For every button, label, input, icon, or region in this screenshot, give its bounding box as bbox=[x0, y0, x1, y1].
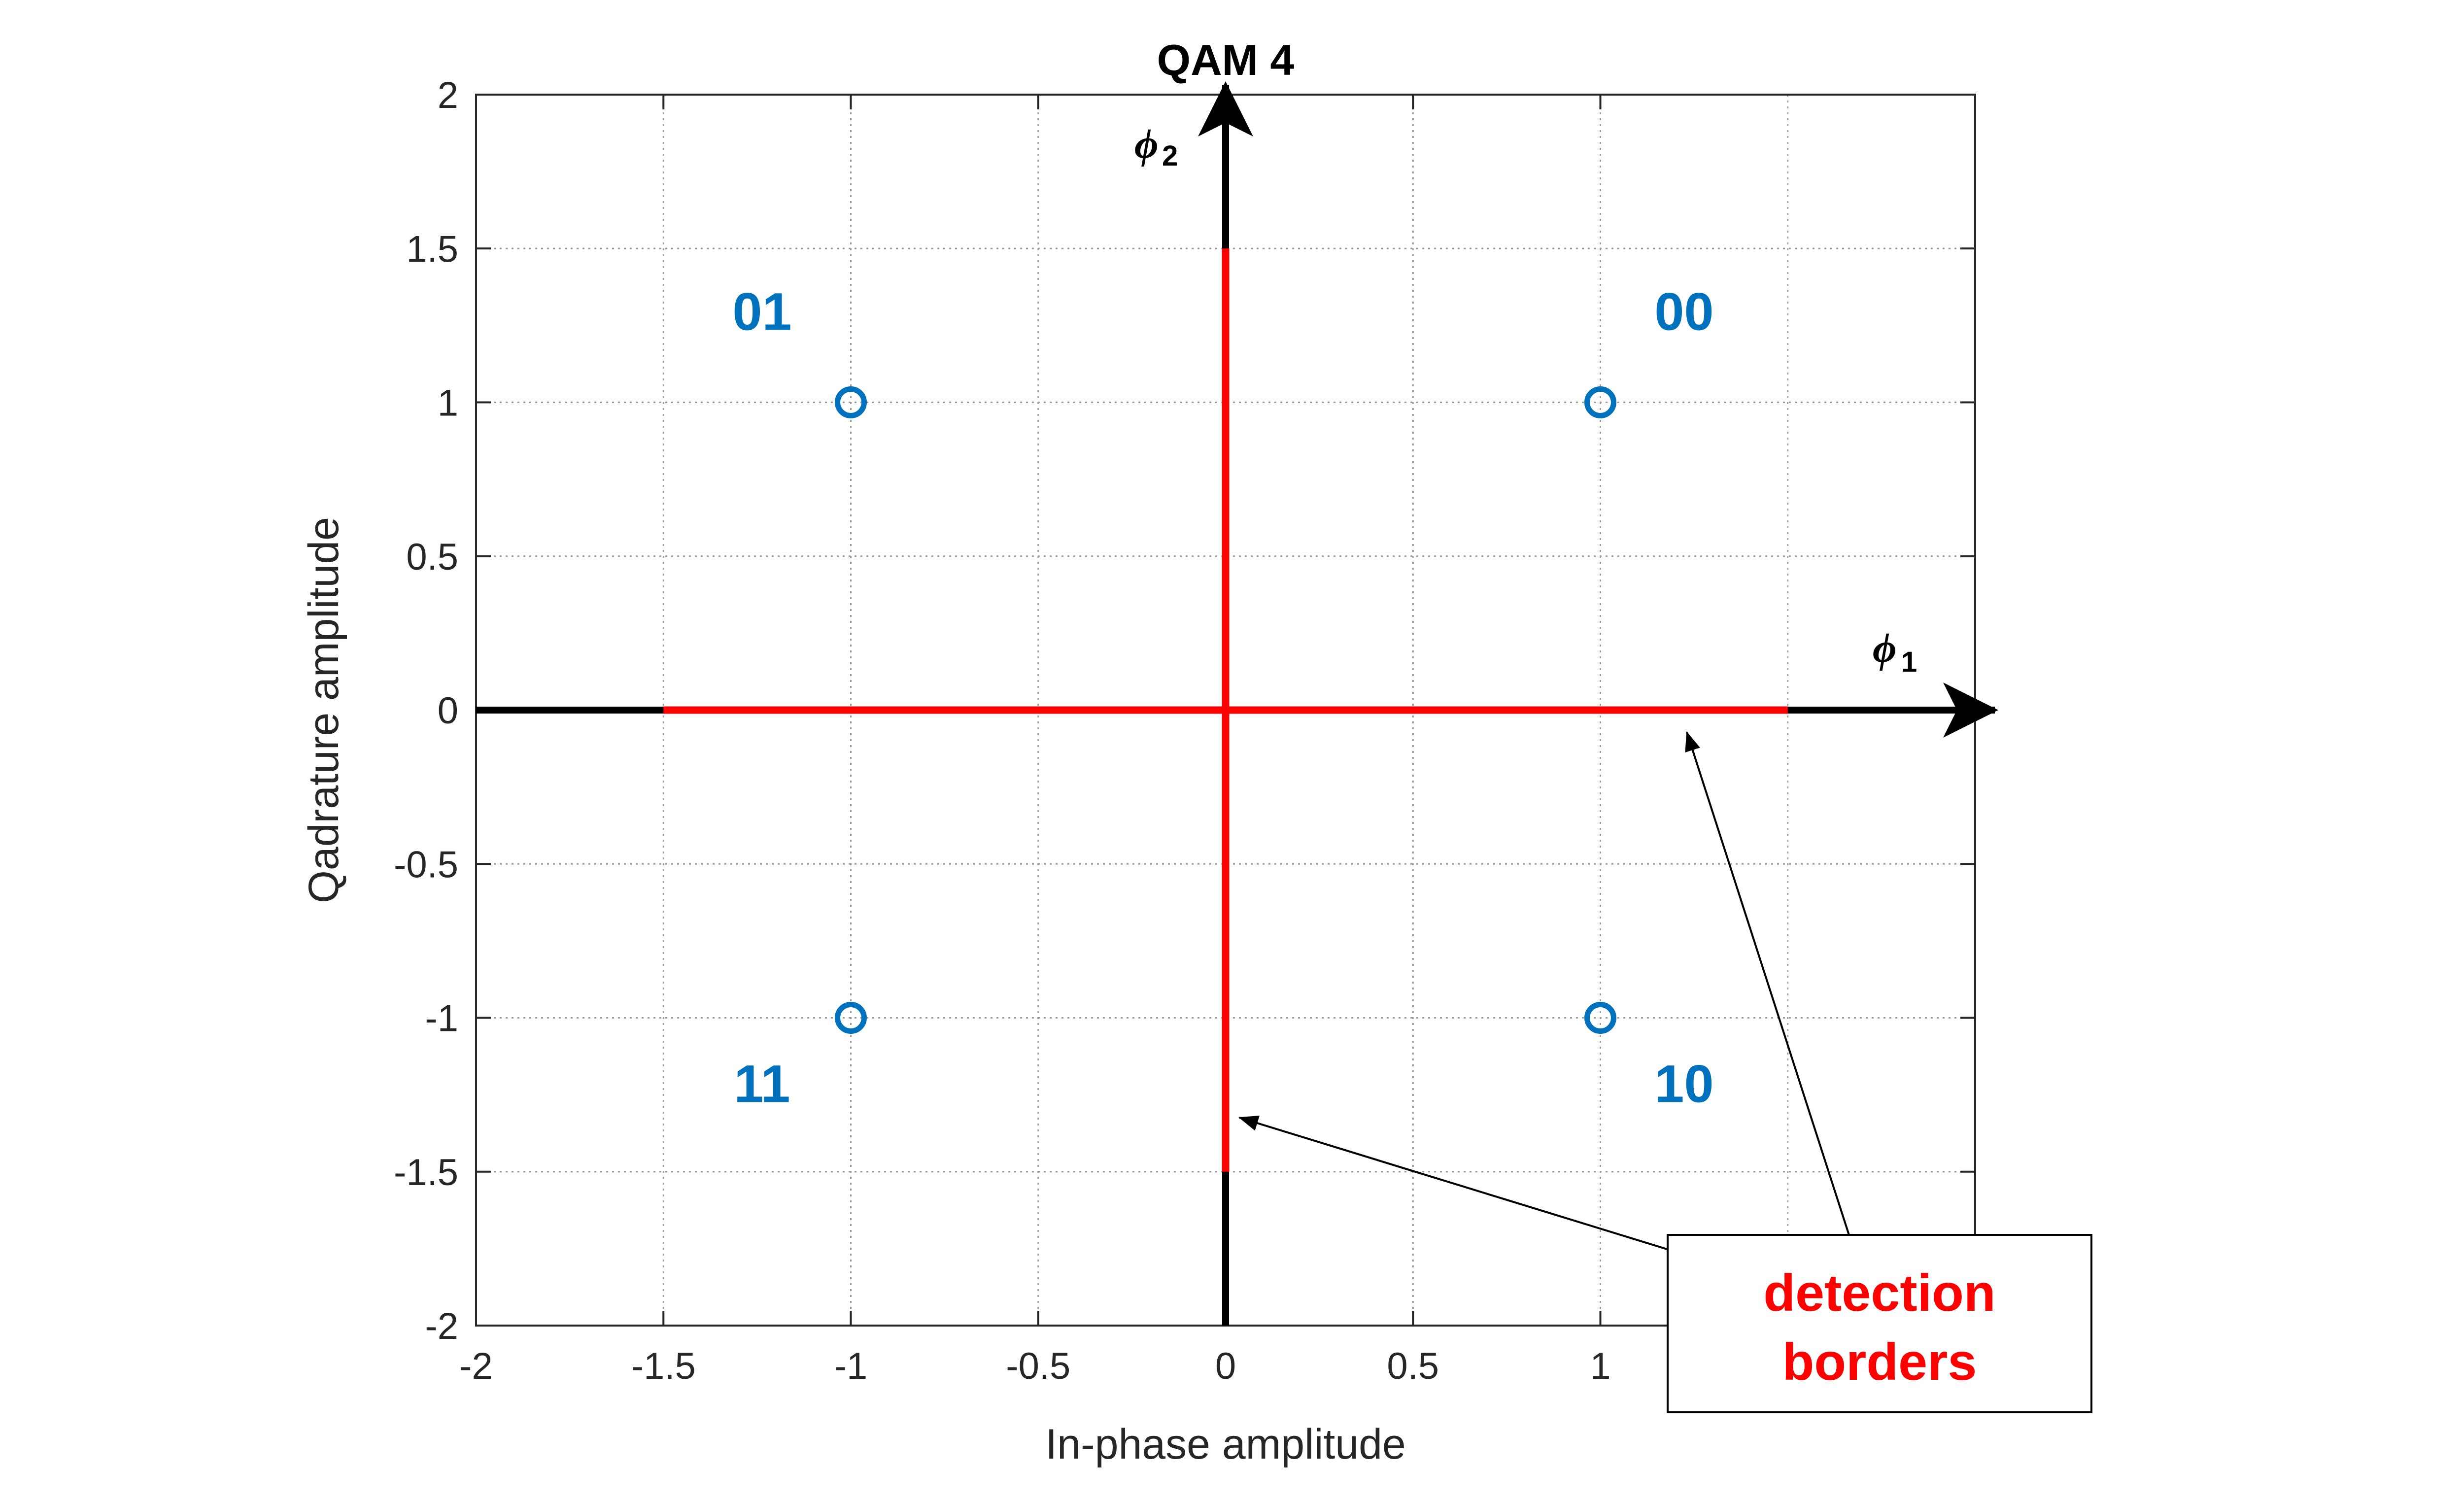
y-tick-label: -1 bbox=[425, 998, 458, 1040]
x-axis-label: In-phase amplitude bbox=[1045, 1421, 1405, 1468]
constellation-points bbox=[835, 386, 1616, 1034]
y-axis-ticks: 2 1.5 1 0.5 0 -0.5 -1 -1.5 -2 bbox=[394, 74, 1975, 1347]
y-tick-label: -2 bbox=[425, 1305, 458, 1347]
constellation-point bbox=[1584, 1002, 1616, 1034]
y-tick-label: 2 bbox=[438, 74, 458, 116]
phi2-subscript: 2 bbox=[1162, 140, 1178, 172]
basis-axes bbox=[476, 81, 1998, 1326]
x-tick-label: 1 bbox=[1590, 1345, 1610, 1387]
y-tick-label: 0.5 bbox=[406, 536, 458, 578]
x-tick-label: 0.5 bbox=[1387, 1345, 1439, 1387]
detection-border-lines bbox=[663, 248, 1788, 1172]
chart-title: QAM 4 bbox=[1157, 35, 1295, 84]
callout-text-line-1: detection bbox=[1763, 1264, 1995, 1322]
phi1-axis-label: ϕ 1 bbox=[1873, 625, 1917, 678]
callout-arrow-to-horizontal-border bbox=[1685, 731, 1850, 1235]
phi2-symbol: ϕ bbox=[1134, 121, 1159, 167]
detection-borders-callout: detection borders bbox=[1238, 731, 2092, 1413]
constellation-label: 10 bbox=[1654, 1054, 1713, 1114]
phi1-symbol: ϕ bbox=[1873, 625, 1897, 671]
y-tick-label: 1.5 bbox=[406, 228, 458, 270]
constellation-point bbox=[1584, 386, 1616, 418]
x-tick-label: 0 bbox=[1215, 1345, 1236, 1387]
callout-box bbox=[1667, 1234, 2092, 1413]
phi2-axis-label: ϕ 2 bbox=[1134, 121, 1178, 172]
x-axis-ticks: -2 -1.5 -1 -0.5 0 0.5 1 bbox=[459, 95, 1611, 1387]
y-axis-label: Qadrature amplitude bbox=[300, 517, 347, 903]
constellation-label: 11 bbox=[734, 1054, 790, 1114]
constellation-labels: 01 00 11 10 bbox=[732, 282, 1713, 1114]
y-tick-label: -0.5 bbox=[394, 844, 458, 886]
x-tick-label: -1 bbox=[834, 1345, 868, 1387]
constellation-label: 01 bbox=[732, 282, 791, 341]
y-tick-label: -1.5 bbox=[394, 1152, 458, 1193]
x-tick-label: -1.5 bbox=[631, 1345, 696, 1387]
x-tick-label: -2 bbox=[459, 1345, 493, 1387]
phi1-subscript: 1 bbox=[1901, 646, 1917, 678]
x-tick-label: -0.5 bbox=[1006, 1345, 1070, 1387]
constellation-point bbox=[835, 1002, 867, 1034]
y-tick-label: 1 bbox=[438, 382, 458, 424]
y-tick-label: 0 bbox=[438, 690, 458, 732]
callout-text-line-2: borders bbox=[1782, 1333, 1977, 1391]
callout-arrow-to-vertical-border bbox=[1238, 1115, 1669, 1251]
constellation-label: 00 bbox=[1654, 282, 1713, 341]
constellation-point bbox=[835, 386, 867, 418]
